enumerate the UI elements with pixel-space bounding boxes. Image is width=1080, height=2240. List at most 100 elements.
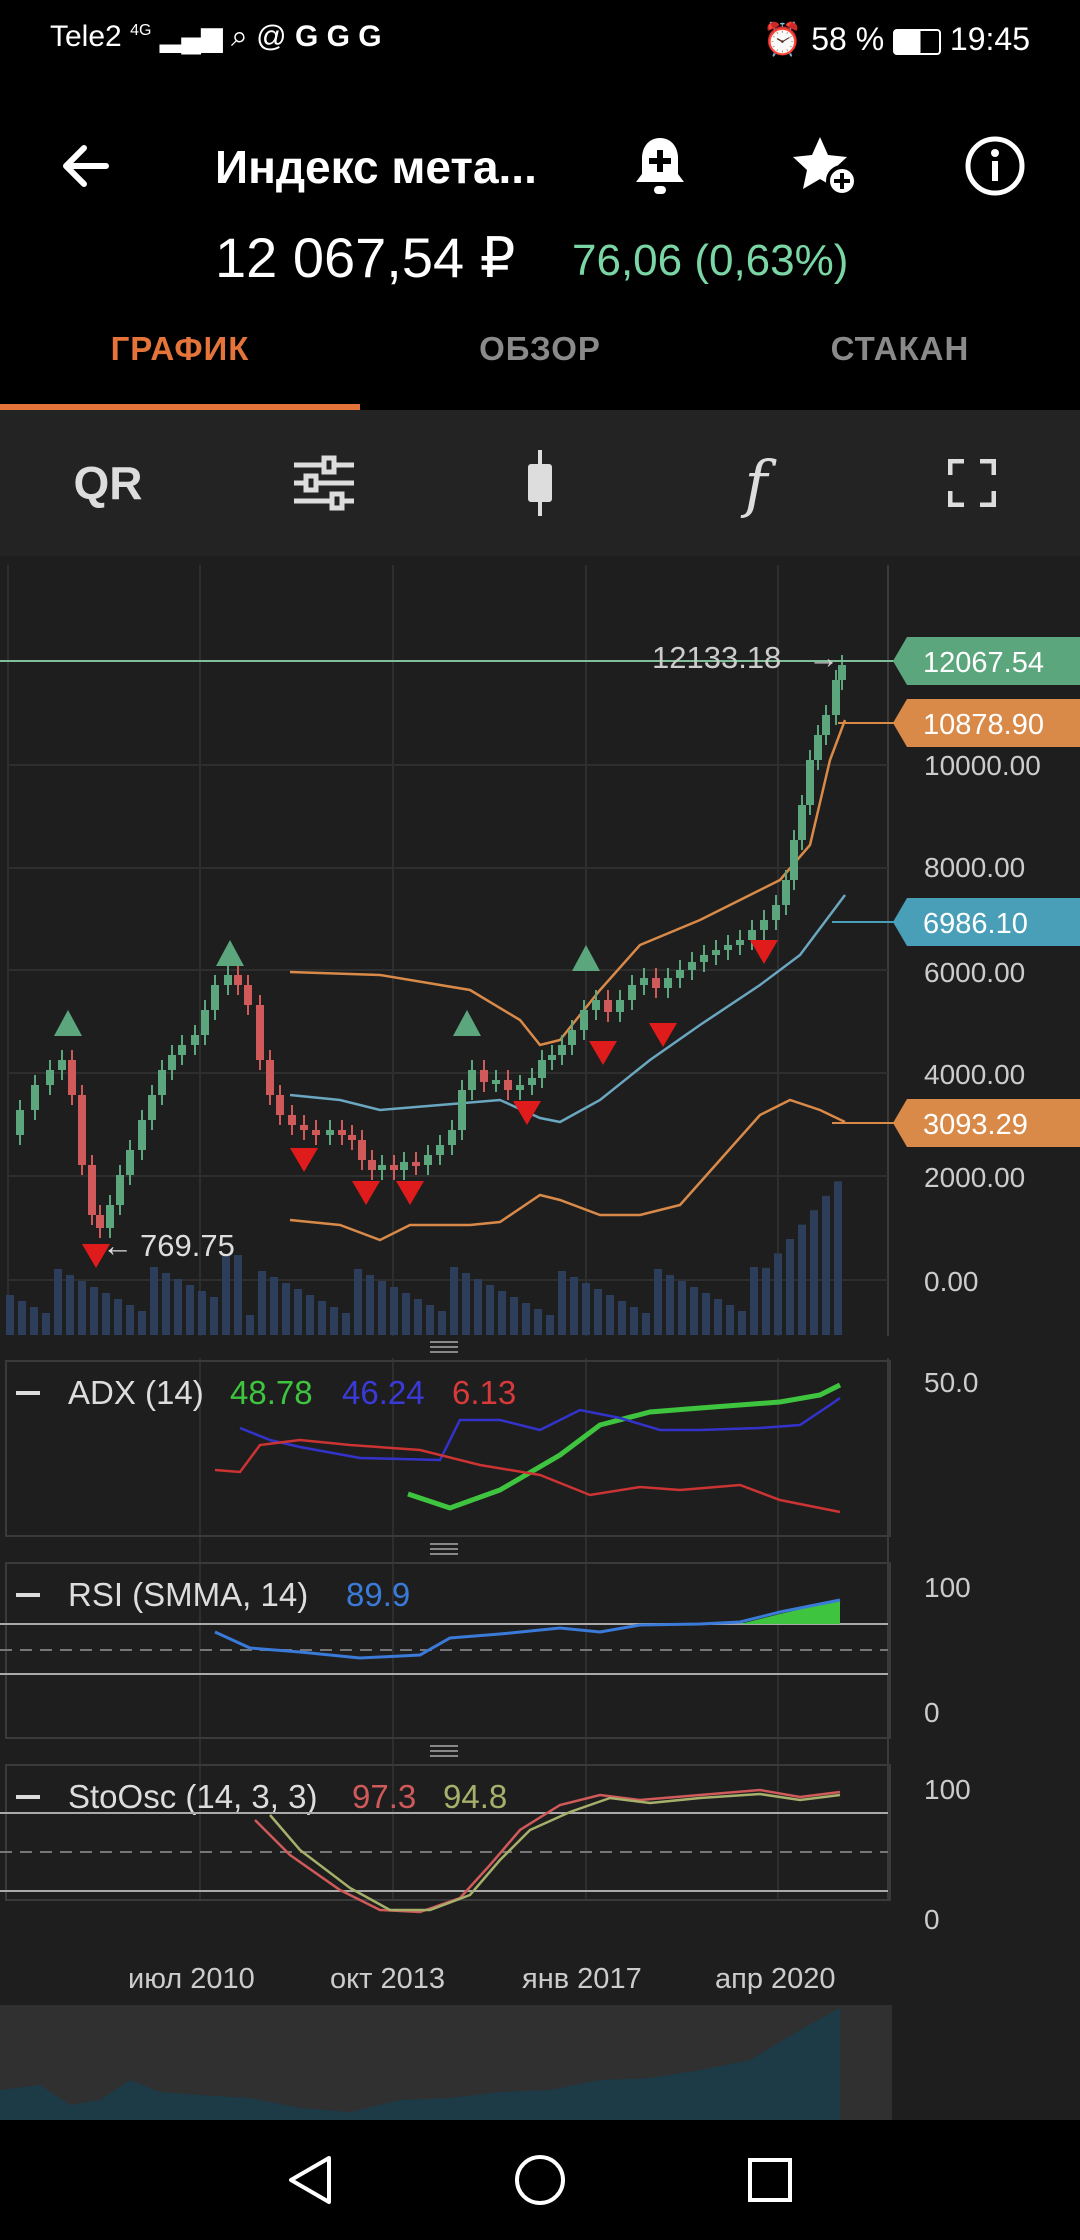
star-plus-icon: [793, 137, 858, 197]
candle-body: [822, 715, 830, 735]
clock: 19:45: [949, 21, 1030, 57]
drag-handle[interactable]: [430, 1745, 458, 1757]
indicators-button[interactable]: f: [648, 410, 864, 556]
info-button[interactable]: [945, 116, 1045, 216]
candle-body: [412, 1162, 420, 1166]
volume-bar: [702, 1293, 710, 1335]
up-arrow: [453, 1010, 481, 1036]
candle-body: [468, 1070, 476, 1090]
adx-panel: ADX (14) 48.78 46.24 6.13 50.0: [5, 1360, 979, 1537]
fullscreen-button[interactable]: [864, 410, 1080, 556]
tab-overview[interactable]: ОБЗОР: [360, 330, 720, 410]
adx-value: 48.78: [230, 1374, 313, 1411]
candle-body: [326, 1130, 334, 1135]
candle-body: [201, 1010, 209, 1035]
nav-recents-button[interactable]: [670, 2120, 870, 2240]
price-tag-label: 6986.10: [923, 908, 1028, 940]
candle-body: [288, 1115, 296, 1125]
stoch-k-line: [254, 1788, 841, 1914]
down-arrow: [649, 1023, 677, 1047]
candle-body: [358, 1140, 366, 1160]
rsi-axis-bottom: 0: [924, 1697, 940, 1728]
arrow-left-icon: [63, 145, 109, 187]
qr-button[interactable]: QR: [0, 410, 216, 556]
di-minus-value: 6.13: [452, 1374, 516, 1411]
square-recents-icon: [748, 2158, 792, 2202]
volume-bar: [354, 1269, 362, 1335]
candle-body: [448, 1130, 456, 1145]
settings-button[interactable]: [216, 410, 432, 556]
candle-body: [168, 1055, 176, 1070]
di-plus-line: [239, 1396, 841, 1462]
stoch-d-value: 94.8: [443, 1778, 507, 1815]
price-change: 76,06 (0,63%): [572, 236, 849, 285]
add-favorite-button[interactable]: [775, 116, 875, 216]
tab-label: ГРАФИК: [110, 330, 250, 367]
volume-bar: [270, 1277, 278, 1335]
volume-bar: [414, 1299, 422, 1335]
volume-bar: [114, 1299, 122, 1335]
status-bar: Tele2 4G ▂▄▆ ⌕ @ G G G ⏰ 58 % 19:45: [0, 0, 1080, 80]
volume-bar: [390, 1287, 398, 1335]
volume-bar: [294, 1289, 302, 1335]
x-axis-label: апр 2020: [715, 1963, 836, 1995]
volume-bar: [282, 1283, 290, 1335]
back-button[interactable]: [34, 116, 134, 216]
candle-body: [191, 1035, 199, 1045]
tab-chart[interactable]: ГРАФИК: [0, 330, 360, 410]
candle-body: [116, 1175, 124, 1205]
candlestick-icon: [528, 450, 552, 516]
candle-body: [424, 1155, 432, 1165]
volume-bar: [834, 1181, 842, 1335]
volume-bar: [558, 1271, 566, 1335]
volume-bar: [378, 1281, 386, 1335]
active-tab-indicator: [0, 404, 360, 410]
candle-body: [628, 985, 636, 1000]
volume-bar: [318, 1301, 326, 1335]
drag-handle[interactable]: [430, 1543, 458, 1555]
network-label: 4G: [130, 22, 152, 39]
axis-tick: 4000.00: [924, 1059, 1025, 1090]
volume-bar: [210, 1297, 218, 1335]
volume-bar: [246, 1315, 254, 1335]
candle-body: [772, 905, 780, 920]
x-axis-label: окт 2013: [330, 1963, 445, 1995]
nav-home-button[interactable]: [440, 2120, 640, 2240]
candle-body: [378, 1165, 386, 1170]
tab-label: СТАКАН: [830, 330, 970, 367]
candle-body: [96, 1215, 104, 1228]
candle-body: [58, 1060, 66, 1070]
price-tag-upper: [893, 699, 1080, 747]
chart-type-button[interactable]: [432, 410, 648, 556]
candle-body: [46, 1070, 54, 1085]
volume-bar: [102, 1293, 110, 1335]
candle-body: [676, 970, 684, 978]
di-plus-value: 46.24: [342, 1374, 425, 1411]
volume-bar: [510, 1297, 518, 1335]
candle-body: [266, 1060, 274, 1095]
chart-area[interactable]: 12133.18 → ← 769.75 10000.00 8000.00 600…: [0, 556, 1080, 2120]
up-arrow: [572, 945, 600, 971]
rsi-value: 89.9: [346, 1576, 410, 1613]
candle-body: [528, 1078, 536, 1085]
tab-orderbook[interactable]: СТАКАН: [720, 330, 1080, 410]
price-axis: 10000.00 8000.00 6000.00 4000.00 2000.00…: [924, 750, 1041, 1297]
volume-bar: [66, 1275, 74, 1335]
volume-bar: [546, 1315, 554, 1335]
navigator-panel[interactable]: [0, 2005, 1080, 2120]
stoch-axis-bottom: 0: [924, 1904, 940, 1935]
price-tag-lower: [893, 1099, 1080, 1147]
bollinger-middle-line: [289, 894, 846, 1124]
drag-handle[interactable]: [430, 1341, 458, 1353]
add-alert-button[interactable]: [610, 116, 710, 216]
down-arrow: [290, 1148, 318, 1172]
candle-body: [640, 978, 648, 985]
volume-bar: [798, 1224, 806, 1335]
candle-body: [760, 920, 768, 930]
axis-tick: 2000.00: [924, 1162, 1025, 1193]
volume-bar: [810, 1210, 818, 1335]
nav-back-button[interactable]: [210, 2120, 410, 2240]
grid-lines: [7, 565, 889, 1900]
adx-axis: 50.0: [924, 1367, 979, 1398]
chart-canvas: 12133.18 → ← 769.75 10000.00 8000.00 600…: [0, 565, 1080, 2120]
